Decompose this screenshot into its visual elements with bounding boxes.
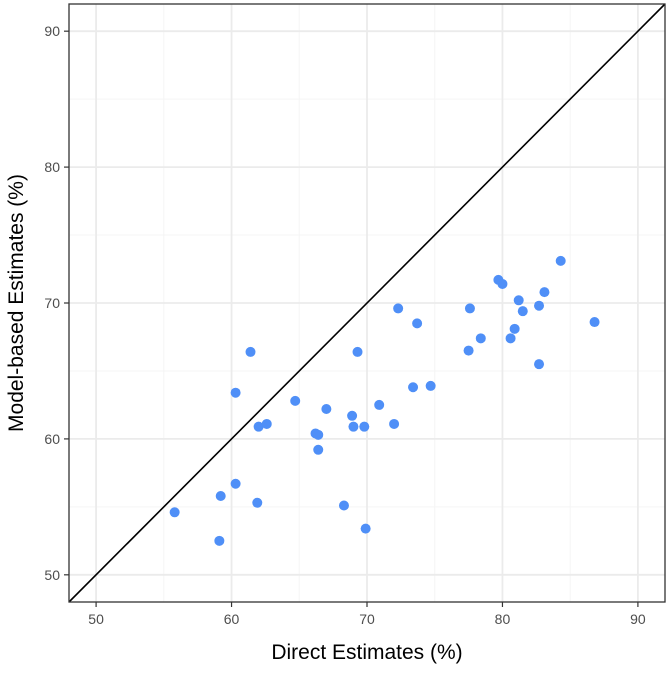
- y-tick-label: 80: [44, 159, 60, 175]
- x-tick-label: 80: [495, 611, 511, 627]
- x-axis-ticks: 50 60 70 80 90: [88, 602, 646, 627]
- data-point: [412, 318, 423, 329]
- data-point: [497, 278, 508, 289]
- data-point: [505, 333, 516, 344]
- y-axis-title: Model-based Estimates (%): [5, 174, 28, 432]
- data-point: [360, 523, 371, 534]
- data-point: [374, 399, 385, 410]
- data-point: [475, 333, 486, 344]
- data-point: [393, 303, 404, 314]
- y-axis-ticks: 50 60 70 80 90: [44, 23, 69, 583]
- x-tick-label: 50: [88, 611, 104, 627]
- data-point: [214, 535, 225, 546]
- data-point: [169, 507, 180, 518]
- data-point: [389, 418, 400, 429]
- data-point: [348, 421, 359, 432]
- x-axis-title: Direct Estimates (%): [271, 641, 462, 664]
- data-point: [425, 380, 436, 391]
- y-tick-label: 50: [44, 567, 60, 583]
- data-point: [230, 387, 241, 398]
- data-point: [245, 346, 256, 357]
- data-point: [252, 497, 263, 508]
- data-point: [359, 421, 370, 432]
- data-point: [313, 444, 324, 455]
- data-point: [313, 429, 324, 440]
- data-points: [169, 255, 600, 546]
- data-point: [513, 295, 524, 306]
- data-point: [321, 404, 332, 415]
- data-point: [338, 500, 349, 511]
- data-point: [589, 317, 600, 328]
- data-point: [215, 490, 226, 501]
- data-point: [408, 382, 419, 393]
- y-tick-label: 90: [44, 23, 60, 39]
- x-tick-label: 90: [630, 611, 646, 627]
- data-point: [347, 410, 358, 421]
- y-tick-label: 70: [44, 295, 60, 311]
- x-tick-label: 60: [224, 611, 240, 627]
- data-point: [539, 287, 550, 298]
- data-point: [253, 421, 264, 432]
- data-point: [555, 255, 566, 266]
- identity-reference-line: [68, 3, 666, 603]
- x-tick-label: 70: [359, 611, 375, 627]
- data-point: [534, 359, 545, 370]
- data-point: [509, 323, 520, 334]
- y-tick-label: 60: [44, 431, 60, 447]
- data-point: [534, 300, 545, 311]
- data-point: [464, 303, 475, 314]
- data-point: [352, 346, 363, 357]
- data-point: [463, 345, 474, 356]
- data-point: [261, 418, 272, 429]
- data-point: [517, 306, 528, 317]
- data-point: [290, 395, 301, 406]
- data-point: [230, 478, 241, 489]
